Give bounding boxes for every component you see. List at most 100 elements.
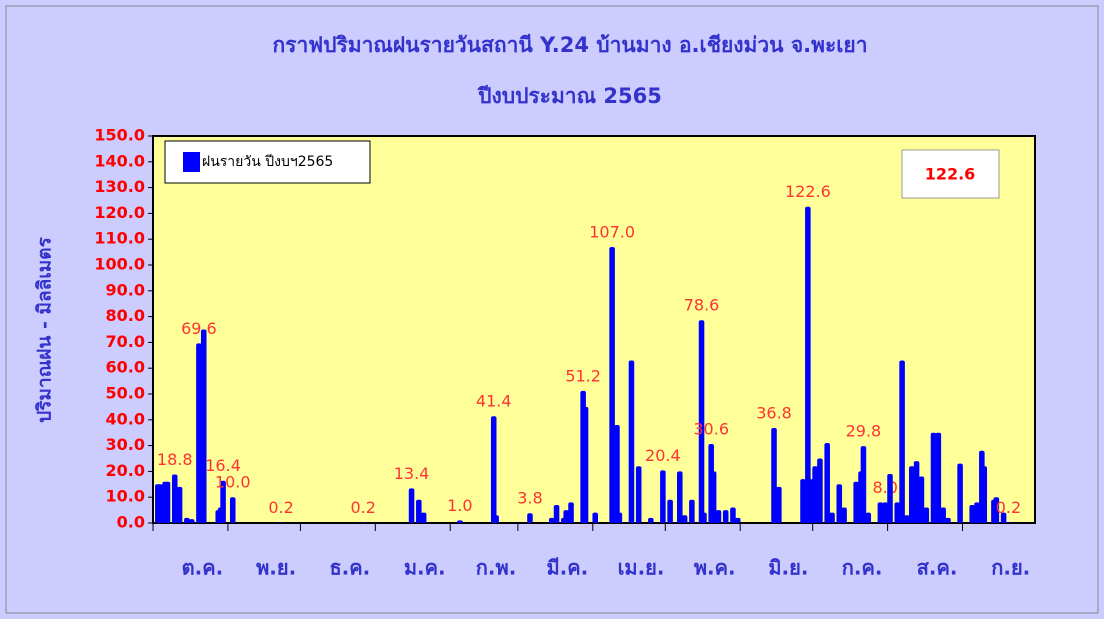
bar	[408, 488, 415, 523]
bar	[563, 510, 569, 523]
bar	[899, 360, 905, 523]
bar	[171, 474, 178, 523]
bar	[416, 499, 422, 523]
bar	[853, 481, 859, 523]
bar	[527, 513, 533, 523]
bar	[701, 512, 707, 523]
chart-subtitle: ปีงบประมาณ 2565	[476, 84, 661, 108]
bar	[930, 432, 937, 523]
bar	[969, 504, 975, 523]
bar	[860, 446, 867, 523]
bar	[457, 520, 463, 523]
bar	[812, 466, 818, 523]
bar	[490, 416, 497, 523]
bar	[805, 206, 811, 523]
bar	[715, 510, 722, 523]
bar	[548, 517, 555, 523]
x-tick-label: พ.ย.	[256, 556, 296, 580]
y-tick-label: 60.0	[106, 358, 145, 377]
plot-area	[152, 135, 1036, 524]
bar	[829, 512, 835, 523]
y-tick-label: 0.0	[117, 513, 145, 532]
data-label: 18.8	[157, 450, 193, 469]
data-label: 30.6	[693, 420, 729, 439]
bar	[894, 502, 901, 523]
bar	[568, 502, 574, 523]
data-label: 36.8	[756, 404, 792, 423]
bar	[184, 517, 190, 523]
y-axis-label: ปริมาณฝน - มิลลิเมตร	[34, 236, 56, 422]
y-tick-label: 10.0	[106, 487, 145, 506]
bar	[908, 466, 915, 523]
x-tick-label: มิ.ย.	[768, 556, 808, 580]
x-tick-label: ก.พ.	[476, 556, 517, 580]
data-label: 1.0	[447, 496, 472, 515]
bar	[771, 428, 777, 523]
bar	[974, 502, 980, 523]
data-label: 3.8	[517, 489, 542, 508]
bar	[722, 510, 729, 523]
y-tick-label: 110.0	[94, 229, 145, 248]
bar	[614, 424, 620, 523]
bar	[493, 515, 499, 523]
x-tick-label: ต.ค.	[182, 556, 224, 580]
x-tick-label: มี.ค.	[546, 556, 588, 580]
bar	[609, 246, 615, 523]
data-label: 0.2	[351, 498, 376, 517]
y-tick-label: 120.0	[94, 203, 145, 222]
bar	[360, 522, 367, 524]
x-tick-label: ม.ค.	[404, 556, 446, 580]
y-tick-label: 100.0	[94, 255, 145, 274]
y-tick-label: 70.0	[106, 332, 145, 351]
bar	[157, 484, 164, 523]
bar	[220, 480, 226, 523]
bar	[1005, 522, 1012, 524]
bar	[824, 443, 830, 523]
bar	[710, 471, 717, 523]
data-label: 69.6	[181, 319, 217, 338]
y-tick-label: 80.0	[106, 306, 145, 325]
y-tick-label: 140.0	[94, 151, 145, 170]
x-tick-label: พ.ค.	[694, 556, 736, 580]
chart-title: กราฟปริมาณฝนรายวันสถานี Y.24 บ้านมาง อ.เ…	[272, 33, 867, 57]
annotation-box	[901, 149, 1000, 199]
bar	[904, 515, 910, 523]
bar	[196, 343, 202, 523]
bar	[981, 466, 988, 523]
bar	[993, 497, 1000, 523]
x-tick-label: ส.ค.	[917, 556, 958, 580]
data-label: 10.0	[215, 473, 251, 492]
bar	[940, 507, 946, 523]
y-tick-label: 90.0	[106, 280, 145, 299]
bar	[957, 463, 963, 523]
bar	[164, 481, 171, 523]
bar	[689, 499, 695, 523]
bar	[817, 458, 823, 523]
bar	[200, 329, 207, 523]
x-tick-label: ก.ย.	[991, 556, 1030, 580]
bar	[841, 507, 847, 523]
bar	[660, 470, 666, 523]
y-tick-label: 20.0	[106, 461, 145, 480]
bar	[1000, 512, 1007, 523]
bar	[918, 476, 925, 523]
y-tick-label: 150.0	[94, 126, 145, 145]
data-label: 20.4	[645, 446, 681, 465]
bar	[776, 486, 782, 523]
bar	[681, 515, 688, 523]
y-tick-label: 50.0	[106, 384, 145, 403]
bar	[278, 522, 284, 524]
bar	[188, 519, 195, 523]
bar	[865, 512, 872, 523]
bar	[887, 473, 893, 523]
bar	[616, 512, 623, 523]
data-label: 78.6	[684, 296, 720, 315]
annotation: 122.6	[925, 165, 976, 184]
bar	[800, 479, 806, 523]
data-label: 51.2	[565, 366, 601, 385]
bar	[882, 502, 888, 523]
data-label: 13.4	[394, 464, 430, 483]
bar	[677, 471, 683, 523]
y-tick-label: 130.0	[94, 177, 145, 196]
